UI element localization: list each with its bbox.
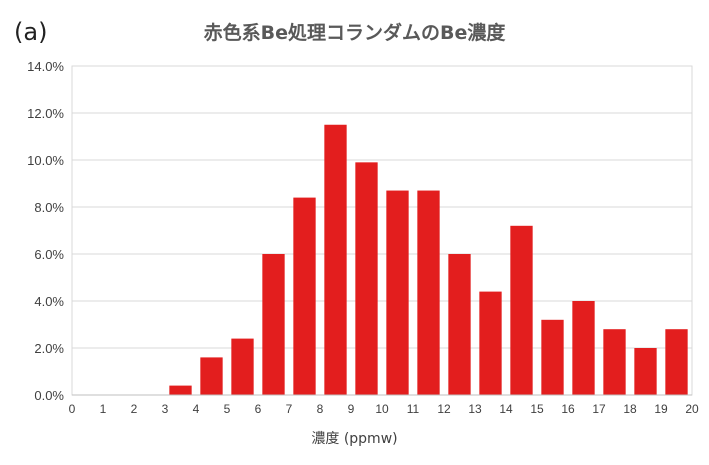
x-tick-label: 10 <box>375 402 389 416</box>
x-tick-label: 19 <box>654 402 668 416</box>
panel-label: (a) <box>14 18 48 46</box>
bar <box>603 329 626 395</box>
x-tick-label: 16 <box>561 402 575 416</box>
y-tick-label: 12.0% <box>27 106 64 121</box>
x-axis-label: 濃度 (ppmw) <box>311 431 398 447</box>
x-tick-label: 18 <box>623 402 637 416</box>
x-tick-label: 14 <box>499 402 513 416</box>
bar <box>231 338 254 395</box>
bar <box>665 329 688 395</box>
x-tick-label: 5 <box>224 402 231 416</box>
bar <box>510 225 533 395</box>
bar <box>324 124 347 395</box>
x-tick-label: 1 <box>100 402 107 416</box>
y-tick-label: 0.0% <box>34 388 64 403</box>
x-tick-label: 17 <box>592 402 606 416</box>
x-tick-label: 13 <box>468 402 482 416</box>
x-tick-label: 7 <box>286 402 293 416</box>
x-tick-label: 11 <box>407 402 420 416</box>
x-tick-label: 2 <box>131 402 138 416</box>
bar <box>634 348 657 395</box>
x-tick-label: 6 <box>255 402 262 416</box>
x-tick-label: 15 <box>530 402 544 416</box>
bar <box>572 301 595 395</box>
bar <box>169 385 192 395</box>
y-tick-label: 10.0% <box>27 153 64 168</box>
y-tick-label: 6.0% <box>34 247 64 262</box>
y-tick-label: 14.0% <box>27 59 64 74</box>
bar <box>200 357 223 395</box>
y-tick-label: 2.0% <box>34 341 64 356</box>
y-tick-label: 8.0% <box>34 200 64 215</box>
bar <box>479 291 502 395</box>
bar <box>417 190 440 395</box>
bar <box>293 197 316 395</box>
x-tick-label: 0 <box>69 402 76 416</box>
plot-area-border <box>71 65 693 396</box>
bar <box>355 162 378 395</box>
x-tick-label: 3 <box>162 402 169 416</box>
x-tick-label: 20 <box>685 402 699 416</box>
x-tick-label: 9 <box>348 402 355 416</box>
bar <box>541 319 564 395</box>
bar <box>386 190 409 395</box>
x-tick-label: 12 <box>437 402 451 416</box>
chart-title: 赤色系Be処理コランダムのBe濃度 <box>203 22 506 44</box>
x-tick-label: 4 <box>193 402 200 416</box>
bar <box>262 254 285 395</box>
x-tick-label: 8 <box>317 402 324 416</box>
bar <box>448 254 471 395</box>
y-tick-label: 4.0% <box>34 294 64 309</box>
